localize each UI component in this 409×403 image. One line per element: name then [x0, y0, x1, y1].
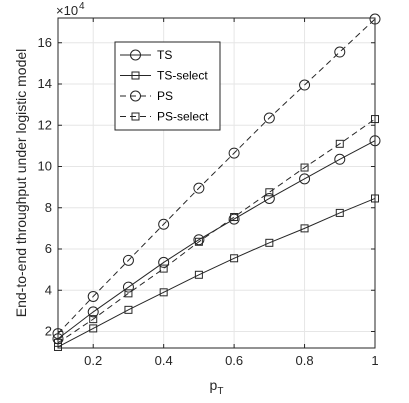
y-tick-label: 6 — [45, 241, 52, 256]
legend-marker — [131, 112, 140, 121]
x-axis-label: pT — [210, 377, 224, 397]
data-point-ps-select — [300, 163, 309, 172]
data-point-ps — [228, 147, 240, 159]
data-point-ts-select — [89, 324, 98, 333]
data-point-ts — [122, 281, 134, 293]
x-tick-label: 0.6 — [225, 353, 243, 368]
data-point-ps — [299, 79, 311, 91]
data-point-ts — [87, 306, 99, 318]
legend: TS TS-select PS PS-select — [114, 41, 221, 131]
data-point-ps-select — [124, 289, 133, 298]
legend-entry-ps: PS — [120, 89, 173, 103]
y-axis-label: End-to-end throughput under logistic mod… — [13, 49, 29, 318]
y-tick-label: 2 — [45, 324, 52, 339]
data-point-ps-select — [230, 213, 239, 222]
legend-marker — [131, 71, 140, 80]
data-point-ts — [263, 192, 275, 204]
legend-label: TS-select — [157, 69, 208, 83]
y-tick-label: 8 — [45, 200, 52, 215]
data-point-ts — [228, 213, 240, 225]
legend-label: PS — [157, 89, 173, 103]
series-line-ps — [57, 18, 376, 334]
data-point-ts-select — [335, 208, 344, 217]
series-ps — [52, 13, 381, 340]
data-point-ts — [334, 153, 346, 165]
y-tick-label: 14 — [38, 76, 52, 91]
data-point-ps-select — [194, 237, 203, 246]
data-point-ps — [87, 290, 99, 302]
x-tick-label: 0.4 — [155, 353, 173, 368]
data-point-ps-select — [335, 139, 344, 148]
legend-entry-ts: TS — [120, 48, 172, 62]
x-tick-label: 0.2 — [84, 353, 102, 368]
data-point-ts-select — [230, 254, 239, 263]
data-point-ps — [193, 182, 205, 194]
legend-entry-ps-select: PS-select — [120, 110, 209, 124]
y-tick-label: 4 — [45, 282, 52, 297]
plot-frame — [57, 17, 376, 349]
data-point-ts-select — [124, 305, 133, 314]
data-point-ps-select — [159, 264, 168, 273]
data-point-ts-select — [159, 288, 168, 297]
y-exponent-power: 4 — [79, 1, 85, 12]
data-point-ps — [334, 46, 346, 58]
x-tick-label: 0.8 — [296, 353, 314, 368]
y-tick-label: 10 — [38, 159, 52, 174]
data-point-ps — [122, 254, 134, 266]
y-tick-label: 16 — [38, 35, 52, 50]
y-exponent-label: ×10 4 — [56, 1, 85, 18]
legend-label: PS-select — [157, 110, 209, 124]
series-line-ts-select — [57, 198, 376, 348]
legend-marker — [130, 49, 141, 61]
data-point-ts-select — [265, 238, 274, 247]
data-point-ts-select — [194, 270, 203, 279]
series-line-ps-select — [57, 118, 376, 344]
y-exponent-base: ×10 — [56, 3, 78, 18]
legend-label: TS — [157, 48, 172, 62]
series-ps-select — [54, 115, 379, 347]
data-point-ps — [263, 112, 275, 124]
data-point-ts — [158, 256, 170, 268]
x-axis-label-main: p — [210, 377, 218, 393]
data-point-ts — [299, 173, 311, 185]
data-point-ps-select — [89, 315, 98, 324]
y-tick-label: 12 — [38, 117, 52, 132]
x-tick-label: 1 — [371, 353, 378, 368]
series-layer — [52, 13, 381, 351]
data-point-ts — [193, 234, 205, 246]
series-ts-select — [54, 194, 379, 351]
legend-marker — [130, 90, 141, 102]
data-point-ts-select — [300, 224, 309, 233]
legend-entry-ts-select: TS-select — [120, 69, 208, 83]
data-point-ps-select — [265, 188, 274, 197]
x-axis-label-subscript: T — [217, 386, 223, 397]
data-point-ps — [158, 218, 170, 230]
series-line-ts — [57, 140, 376, 340]
